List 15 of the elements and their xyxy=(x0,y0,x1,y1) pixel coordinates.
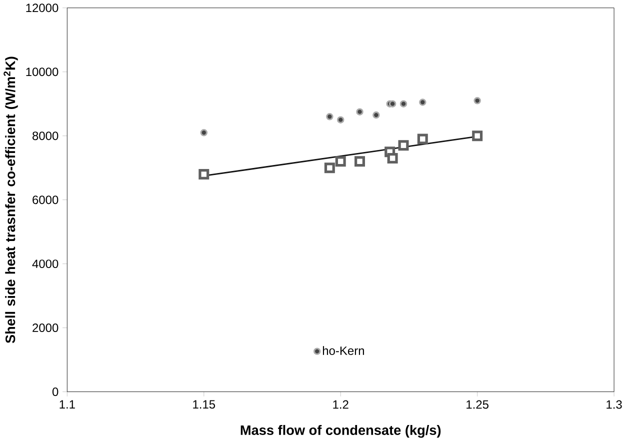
x-tick-label: 1.1 xyxy=(60,400,75,408)
y-tick-label: 12000 xyxy=(26,3,58,12)
x-tick-label: 1.25 xyxy=(466,400,488,409)
y-tick-label: 6000 xyxy=(32,195,58,204)
y-tick-label: 0 xyxy=(52,387,58,396)
y-tick-label: 10000 xyxy=(26,67,58,76)
legend-label: ho-Kern xyxy=(322,346,364,355)
y-tick-label: 8000 xyxy=(32,131,58,140)
y-axis-title: Shell side heat trasnfer co-efficient (W/m$^{2}$K) xyxy=(4,56,18,343)
y-tick-label: 2000 xyxy=(32,323,58,332)
x-tick-label: 1.3 xyxy=(606,400,622,409)
x-axis-title: Mass flow of condensate (kg/s) xyxy=(240,424,441,438)
x-tick-label: 1.2 xyxy=(333,400,348,408)
y-tick-label: 4000 xyxy=(32,259,58,268)
x-tick-label: 1.15 xyxy=(193,400,216,408)
